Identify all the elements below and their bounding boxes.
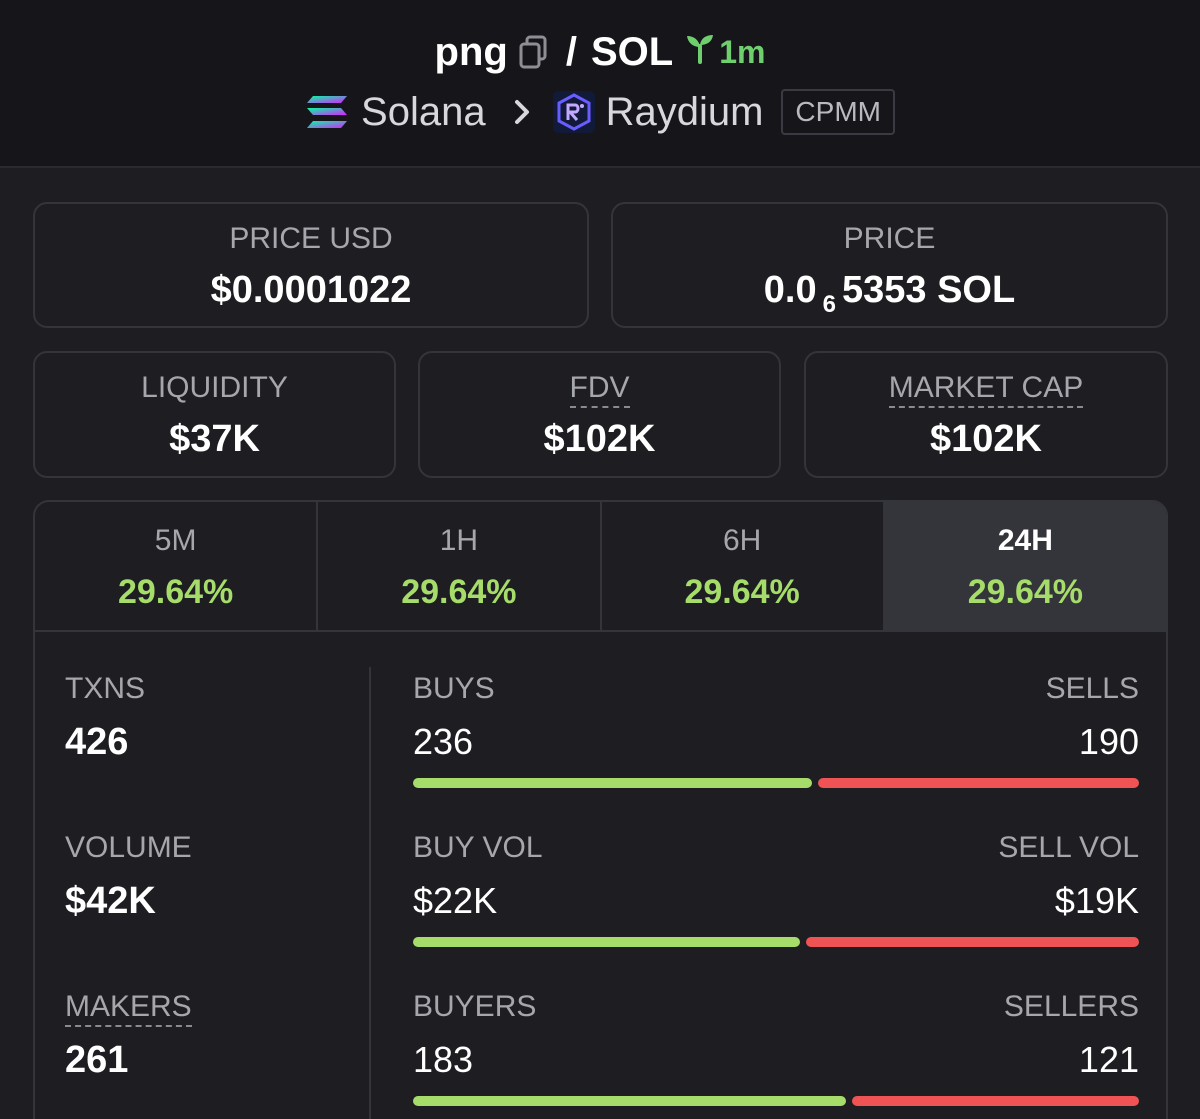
token-symbol: png [434, 29, 508, 74]
market-cap-value: $102K [930, 418, 1042, 460]
tab-24h[interactable]: 24H 29.64% [884, 502, 1166, 630]
timeframe-tabs: 5M 29.64% 1H 29.64% 6H 29.64% 24H 29.64% [35, 502, 1166, 632]
price-prefix: 0.0 [763, 269, 817, 311]
tab-change: 29.64% [967, 573, 1084, 611]
txns-label: TXNS [65, 672, 146, 705]
market-cap-card: MARKET CAP $102K [804, 351, 1168, 478]
sprout-icon [685, 32, 715, 72]
pair-header: png / SOL 1m [0, 0, 1200, 168]
fdv-card: FDV $102K [418, 351, 781, 478]
fdv-value: $102K [543, 418, 656, 460]
buys-sells-bar [413, 778, 1139, 788]
dex-link[interactable]: Raydium [605, 89, 764, 134]
liquidity-label: LIQUIDITY [141, 371, 288, 404]
volume-value: $42K [65, 880, 156, 922]
buyers-bar [413, 1096, 847, 1106]
price-zero-count: 6 [822, 291, 836, 318]
buyers-value: 183 [413, 1039, 474, 1080]
buy-vol-bar [413, 937, 800, 947]
sells-bar [817, 778, 1139, 788]
chain-link[interactable]: Solana [361, 89, 486, 134]
sellers-bar [852, 1096, 1139, 1106]
tab-1h[interactable]: 1H 29.64% [318, 502, 602, 630]
raydium-icon [552, 90, 596, 134]
volume-label: VOLUME [65, 831, 192, 864]
tab-change: 29.64% [684, 573, 800, 611]
pair-separator: / [565, 29, 577, 74]
tab-label: 6H [722, 524, 762, 557]
tab-change: 29.64% [117, 573, 234, 611]
buys-label: BUYS [413, 672, 495, 705]
buyers-sellers-row: BUYERS SELLERS 183 121 [413, 990, 1139, 1106]
sells-label: SELLS [1045, 672, 1139, 705]
timeframe-panel: 5M 29.64% 1H 29.64% 6H 29.64% 24H 29.64%… [33, 500, 1168, 1119]
pair-age-value: 1m [719, 33, 766, 70]
tab-label: 24H [997, 524, 1053, 557]
market-cap-label[interactable]: MARKET CAP [888, 371, 1084, 408]
sell-vol-bar [805, 937, 1139, 947]
sell-vol-label: SELL VOL [998, 831, 1139, 864]
liquidity-card: LIQUIDITY $37K [33, 351, 396, 478]
buy-sell-volume-row: BUY VOL SELL VOL $22K $19K [413, 831, 1139, 947]
pair-title: png / SOL 1m [0, 24, 1200, 80]
buyers-sellers-bar [413, 1096, 1139, 1106]
buy-vol-label: BUY VOL [413, 831, 543, 864]
price-unit: SOL [937, 269, 1016, 311]
makers-value: 261 [65, 1039, 129, 1081]
tab-label: 5M [154, 524, 197, 557]
sell-vol-value: $19K [1054, 880, 1139, 921]
buy-vol-value: $22K [413, 880, 498, 921]
sells-value: 190 [1078, 721, 1139, 762]
tab-label: 1H [439, 524, 479, 557]
buys-sells-row: BUYS SELLS 236 190 [413, 672, 1139, 788]
tab-6h[interactable]: 6H 29.64% [602, 502, 885, 630]
column-divider [369, 667, 371, 1119]
fdv-label[interactable]: FDV [569, 371, 630, 408]
price-usd-card: PRICE USD $0.0001022 [33, 202, 589, 328]
quote-symbol: SOL [590, 29, 674, 74]
buy-sell-volume-bar [413, 937, 1139, 947]
price-digits: 5353 [841, 269, 927, 311]
chevron-right-icon [514, 99, 530, 125]
price-native-label: PRICE [843, 222, 936, 255]
makers-label[interactable]: MAKERS [65, 990, 192, 1027]
txns-metric: TXNS 426 [65, 672, 145, 762]
pool-type-badge: CPMM [781, 89, 895, 135]
pair-age: 1m [685, 32, 765, 72]
buys-value: 236 [413, 721, 474, 762]
tab-5m[interactable]: 5M 29.64% [35, 502, 319, 630]
tab-change: 29.64% [401, 573, 517, 611]
price-native-value: 0.0 6 5353 SOL [613, 269, 1166, 318]
makers-metric: MAKERS 261 [65, 990, 192, 1080]
copy-icon[interactable] [518, 35, 548, 69]
sellers-label: SELLERS [1003, 990, 1139, 1023]
liquidity-value: $37K [169, 418, 260, 460]
volume-metric: VOLUME $42K [65, 831, 192, 921]
buyers-label: BUYERS [413, 990, 537, 1023]
txns-value: 426 [65, 721, 129, 763]
solana-icon [305, 94, 349, 130]
buys-bar [413, 778, 812, 788]
price-native-card: PRICE 0.0 6 5353 SOL [611, 202, 1168, 328]
price-usd-value: $0.0001022 [210, 269, 412, 311]
price-usd-label: PRICE USD [229, 222, 393, 255]
sellers-value: 121 [1078, 1039, 1139, 1080]
breadcrumb: Solana Raydium CPMM [0, 84, 1200, 140]
